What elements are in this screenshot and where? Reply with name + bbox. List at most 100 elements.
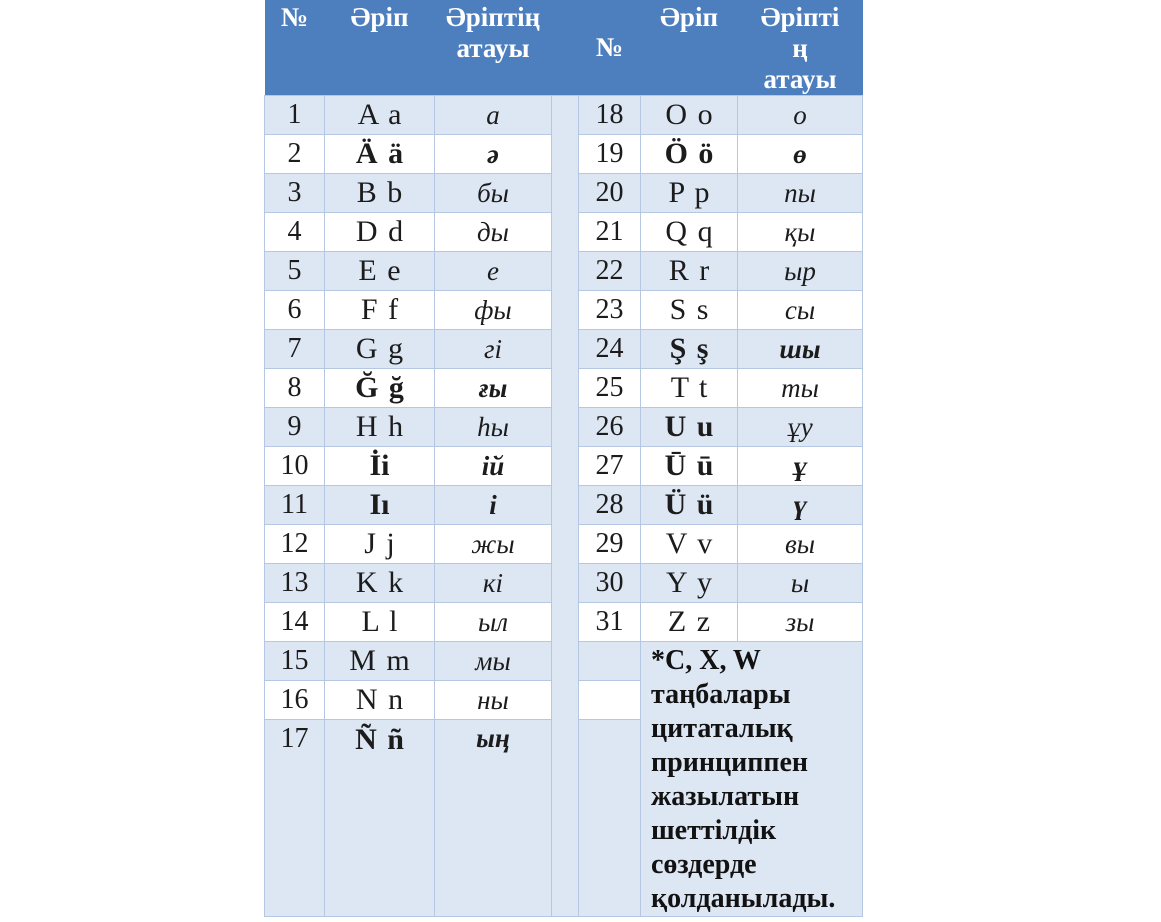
cell-letters-left: J j	[324, 524, 435, 564]
cell-name-left: фы	[434, 290, 552, 330]
cell-no-left: 11	[264, 485, 325, 525]
cell-no-left: 6	[264, 290, 325, 330]
header-name-right: Әріпті ң атауы	[737, 0, 863, 96]
cell-name-left: ың	[434, 719, 552, 917]
cell-letters-left: F f	[324, 290, 435, 330]
header-row: № Әріп Әріптің атауы № Әріп Әріпті ң ата…	[264, 0, 863, 96]
cell-name-left: жы	[434, 524, 552, 564]
cell-no-right: 21	[578, 212, 641, 252]
cell-name-right: қы	[737, 212, 863, 252]
cell-letters-right: Z z	[640, 602, 738, 642]
cell-letters-left: K k	[324, 563, 435, 603]
cell-no-right: 25	[578, 368, 641, 408]
cell-no-left: 10	[264, 446, 325, 486]
cell-name-right: пы	[737, 173, 863, 213]
header-no-left: №	[264, 0, 325, 96]
cell-no-left: 4	[264, 212, 325, 252]
cell-letters-right: Q q	[640, 212, 738, 252]
cell-letters-left: Ñ ñ	[324, 719, 435, 917]
footnote-cell: *C, X, W таңбалары цитаталық принциппен …	[640, 641, 863, 917]
cell-name-left: ій	[434, 446, 552, 486]
cell-letters-left: G g	[324, 329, 435, 369]
cell-name-left: ды	[434, 212, 552, 252]
cell-name-right: ы	[737, 563, 863, 603]
cell-letters-left: H h	[324, 407, 435, 447]
header-letter-right: Әріп	[640, 0, 738, 96]
cell-letters-left: İi	[324, 446, 435, 486]
alphabet-table: № Әріп Әріптің атауы № Әріп Әріпті ң ата…	[264, 0, 863, 917]
header-letter-left: Әріп	[324, 0, 435, 96]
cell-letters-right: Ş ş	[640, 329, 738, 369]
cell-no-right-empty	[578, 640, 641, 682]
cell-no-right: 26	[578, 407, 641, 447]
cell-name-left: гі	[434, 329, 552, 369]
cell-name-right: ты	[737, 368, 863, 408]
header-name-right-line3: атауы	[763, 64, 837, 94]
cell-no-right: 28	[578, 485, 641, 525]
cell-name-left: кі	[434, 563, 552, 603]
table-row: 15 M m мы *C, X, W таңбалары цитаталық прин…	[264, 640, 863, 917]
cell-no-left: 3	[264, 173, 325, 213]
cell-no-left: 1	[264, 95, 325, 135]
cell-letters-right: Ü ü	[640, 485, 738, 525]
cell-name-right: о	[737, 95, 863, 135]
cell-no-right: 31	[578, 602, 641, 642]
header-spacer	[551, 0, 579, 96]
cell-name-right: зы	[737, 602, 863, 642]
cell-name-right: ү	[737, 485, 863, 525]
cell-letters-left: Ğ ğ	[324, 368, 435, 408]
cell-letters-left: Ä ä	[324, 134, 435, 174]
cell-name-left: ғы	[434, 368, 552, 408]
cell-name-left: ны	[434, 680, 552, 721]
cell-letters-left: A a	[324, 95, 435, 135]
cell-letters-left: D d	[324, 212, 435, 252]
cell-no-left: 12	[264, 524, 325, 564]
cell-no-left: 13	[264, 563, 325, 603]
cell-letters-right: T t	[640, 368, 738, 408]
cell-no-left: 7	[264, 329, 325, 369]
cell-no-right-empty	[578, 680, 641, 721]
header-name-left-line1: Әріптің	[445, 2, 541, 32]
header-no-right: №	[578, 0, 641, 96]
cell-no-left: 14	[264, 602, 325, 642]
cell-letters-left: N n	[324, 680, 435, 721]
cell-no-right: 18	[578, 95, 641, 135]
cell-name-right: ұ	[737, 446, 863, 486]
cell-no-left: 15	[264, 640, 325, 682]
cell-no-right-empty	[578, 719, 641, 917]
cell-name-right: ыр	[737, 251, 863, 291]
cell-name-left: а	[434, 95, 552, 135]
cell-name-right: шы	[737, 329, 863, 369]
cell-letters-right: U u	[640, 407, 738, 447]
cell-letters-right: Ū ū	[640, 446, 738, 486]
cell-letters-right: O o	[640, 95, 738, 135]
cell-no-right: 30	[578, 563, 641, 603]
cell-letters-right: Ö ö	[640, 134, 738, 174]
cell-name-right: вы	[737, 524, 863, 564]
cell-no-right: 20	[578, 173, 641, 213]
cell-letters-left: M m	[324, 640, 435, 682]
cell-letters-left: Iı	[324, 485, 435, 525]
cell-no-left: 2	[264, 134, 325, 174]
cell-name-left: ыл	[434, 602, 552, 642]
cell-no-left: 16	[264, 680, 325, 721]
cell-name-left: е	[434, 251, 552, 291]
cell-no-left: 5	[264, 251, 325, 291]
cell-letters-right: S s	[640, 290, 738, 330]
cell-no-right: 19	[578, 134, 641, 174]
cell-letters-left: E e	[324, 251, 435, 291]
cell-letters-right: R r	[640, 251, 738, 291]
cell-letters-left: B b	[324, 173, 435, 213]
cell-name-left: һы	[434, 407, 552, 447]
cell-letters-right: V v	[640, 524, 738, 564]
cell-letters-right: Y y	[640, 563, 738, 603]
header-name-left-line2: атауы	[456, 33, 530, 63]
cell-name-right: ө	[737, 134, 863, 174]
header-name-left: Әріптің атауы	[434, 0, 552, 96]
cell-letters-left: L l	[324, 602, 435, 642]
spacer-column	[551, 95, 579, 917]
